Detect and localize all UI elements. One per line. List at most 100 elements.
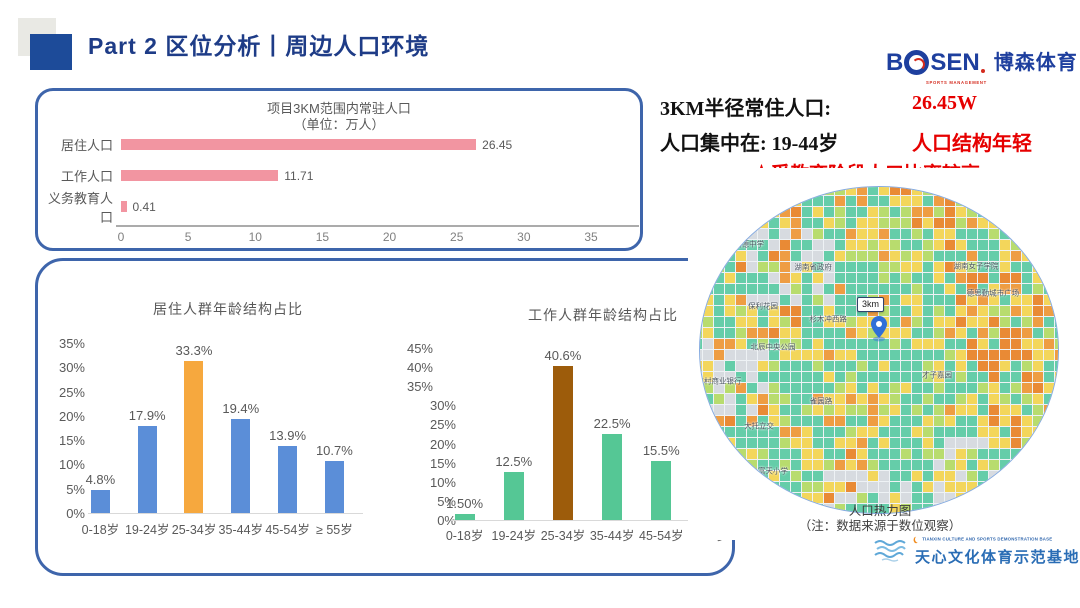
heatmap-cell <box>736 218 746 228</box>
heatmap-cell <box>923 295 933 305</box>
heatmap-cell <box>813 240 823 250</box>
heatmap-cell <box>846 460 856 470</box>
heatmap-cell <box>868 372 878 382</box>
heatmap-cell <box>901 493 911 503</box>
heatmap-cell <box>901 427 911 437</box>
heatmap-cell <box>923 251 933 261</box>
heatmap-cell <box>901 262 911 272</box>
heatmap-cell <box>1055 416 1058 426</box>
heatmap-cell <box>714 240 724 250</box>
heatmap-cell <box>1033 284 1043 294</box>
heatmap-cell <box>700 295 702 305</box>
heatmap-cell <box>736 416 746 426</box>
heatmap-cell <box>846 383 856 393</box>
heatmap-cell <box>769 273 779 283</box>
axis-tick-label: 25% <box>429 417 456 433</box>
heatmap-cell <box>846 273 856 283</box>
heatmap-cell <box>890 284 900 294</box>
heatmap-cell <box>945 438 955 448</box>
heatmap-cell <box>769 207 779 217</box>
heatmap-source-note: （注：数据来源于数位观察） <box>798 519 962 533</box>
heatmap-cell <box>725 504 735 513</box>
bar-value-label: 19.4% <box>222 400 260 416</box>
heatmap-cell <box>1011 449 1021 459</box>
heatmap-cell <box>1055 438 1058 448</box>
heatmap-cell <box>1022 460 1032 470</box>
heatmap-cell <box>824 317 834 327</box>
heatmap-cell <box>912 361 922 371</box>
heatmap-cell <box>945 493 955 503</box>
heatmap-cell <box>846 482 856 492</box>
heatmap-cell <box>725 251 735 261</box>
heatmap-cell <box>714 427 724 437</box>
bar-row: 居住人口 26.45 <box>38 129 640 160</box>
heatmap-cell <box>868 218 878 228</box>
heatmap-cell <box>890 295 900 305</box>
heatmap-cell <box>780 317 790 327</box>
heatmap-cell <box>923 218 933 228</box>
heatmap-cell <box>978 482 988 492</box>
heatmap-cell <box>846 372 856 382</box>
heatmap-cell <box>835 493 845 503</box>
heatmap-cell <box>989 284 999 294</box>
heatmap-cell <box>700 273 702 283</box>
heatmap-cell <box>1011 427 1021 437</box>
bar-category-label: 25-34岁 <box>540 529 586 543</box>
heatmap-cell <box>846 207 856 217</box>
heatmap-cell <box>857 427 867 437</box>
heatmap-cell <box>967 372 977 382</box>
heatmap-cell <box>934 416 944 426</box>
heatmap-cell <box>802 273 812 283</box>
heatmap-cell <box>824 187 834 195</box>
heatmap-cell <box>769 361 779 371</box>
bar <box>651 460 672 520</box>
bar-track: 11.71 <box>121 169 640 183</box>
heatmap-cell <box>824 416 834 426</box>
heatmap-cell <box>912 427 922 437</box>
heatmap-cell <box>747 218 757 228</box>
chart1-x-axis-ticks: 0 5 10 15 20 25 30 35 <box>118 230 598 244</box>
heatmap-cell <box>1033 295 1043 305</box>
heatmap-cell <box>813 504 823 513</box>
heatmap-cell <box>1022 438 1032 448</box>
heatmap-cell <box>967 449 977 459</box>
bar-slot: 10.7% <box>311 343 358 513</box>
axis-tick-label: 25% <box>58 384 85 400</box>
heatmap-cell <box>780 339 790 349</box>
heatmap-cell <box>890 218 900 228</box>
heatmap-cell <box>945 350 955 360</box>
heatmap-cell <box>802 317 812 327</box>
heatmap-cell <box>1044 394 1054 404</box>
heatmap-cell <box>989 361 999 371</box>
bosen-subtext: SPORTS MANAGEMENT <box>926 81 987 86</box>
heatmap-cell <box>945 372 955 382</box>
heatmap-cell <box>725 273 735 283</box>
axis-tick-label: 5% <box>437 493 456 509</box>
heatmap-cell <box>780 284 790 294</box>
heatmap-cell <box>846 416 856 426</box>
heatmap-cell <box>934 493 944 503</box>
heatmap-cell <box>813 262 823 272</box>
heatmap-cell <box>857 416 867 426</box>
heatmap-cell <box>835 394 845 404</box>
heatmap-cell <box>1033 218 1043 228</box>
axis-tick-label: 20% <box>429 436 456 452</box>
heatmap-cell <box>846 317 856 327</box>
heatmap-cell <box>868 416 878 426</box>
heatmap-cell <box>879 339 889 349</box>
heatmap-cell <box>989 438 999 448</box>
heatmap-cell <box>868 251 878 261</box>
heatmap-cell <box>802 284 812 294</box>
axis-tick-label: 5% <box>66 481 85 497</box>
heatmap-cell <box>703 251 713 261</box>
heatmap-cell <box>780 427 790 437</box>
heatmap-cell <box>813 207 823 217</box>
heatmap-cell <box>879 328 889 338</box>
heatmap-cell <box>879 251 889 261</box>
bar-category-label: 35-44岁 <box>589 529 635 543</box>
heatmap-cell <box>989 196 999 206</box>
heatmap-cell <box>1011 394 1021 404</box>
heatmap-cell <box>868 262 878 272</box>
heatmap-cell <box>700 438 702 448</box>
bar <box>278 445 298 513</box>
